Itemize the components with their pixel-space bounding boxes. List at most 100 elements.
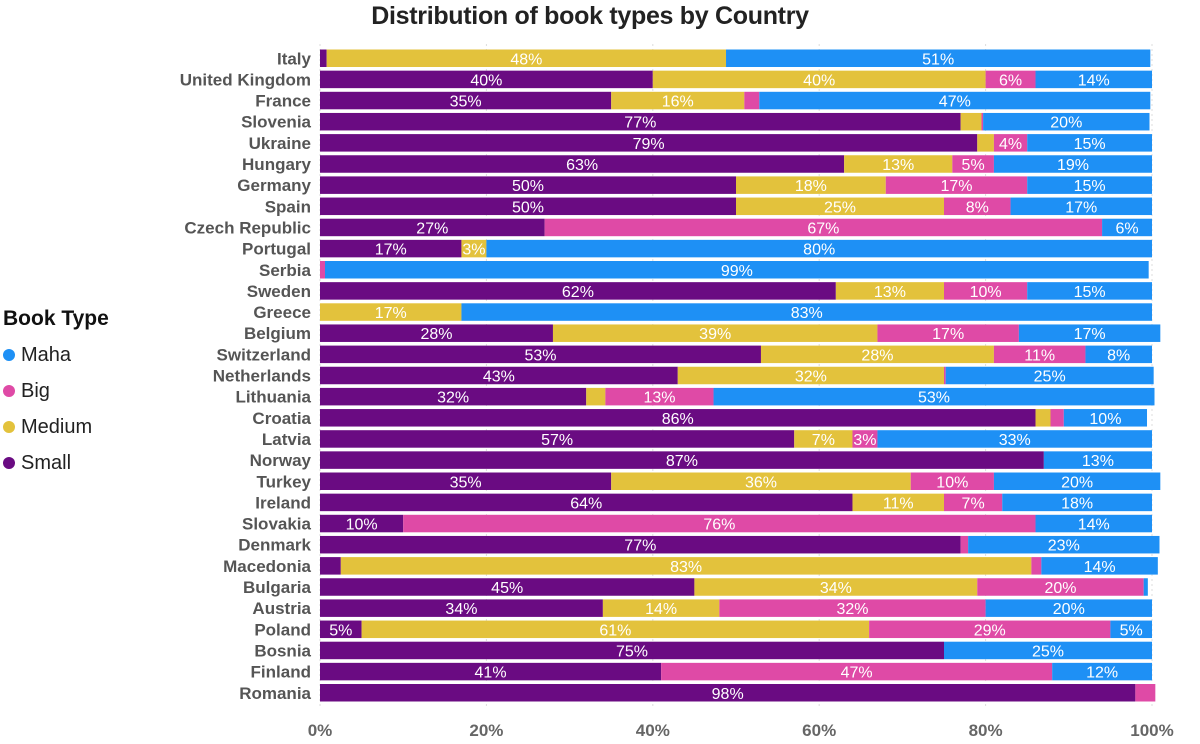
data-label: 50% — [512, 178, 544, 195]
data-label: 10% — [346, 517, 378, 534]
category-label: Bosnia — [254, 641, 311, 660]
data-label: 34% — [820, 580, 852, 597]
data-label: 41% — [475, 665, 507, 682]
category-label: France — [255, 92, 311, 111]
bar-segment-big — [944, 366, 946, 385]
data-label: 7% — [812, 432, 835, 449]
data-label: 43% — [483, 369, 515, 386]
bar-segment-medium — [694, 578, 978, 596]
bar-segment-medium — [852, 493, 944, 512]
data-label: 8% — [966, 199, 989, 216]
data-label: 63% — [566, 157, 598, 174]
data-label: 47% — [841, 665, 873, 682]
data-label: 61% — [599, 622, 631, 639]
bar-segment-big — [544, 218, 1103, 237]
legend-label: Small — [21, 451, 72, 474]
bar-segment-maha — [486, 239, 1152, 258]
bar-segment-small — [320, 641, 944, 660]
bar-segment-medium — [320, 303, 462, 321]
data-label: 5% — [962, 157, 985, 174]
bar-segment-medium — [844, 155, 953, 173]
data-label: 3% — [853, 432, 876, 449]
data-label: 64% — [570, 495, 602, 512]
bar-segment-maha — [1027, 134, 1152, 152]
bar-segment-big — [977, 578, 1144, 596]
category-label: Switzerland — [217, 345, 311, 364]
bar-segment-big — [661, 662, 1053, 681]
data-label: 33% — [999, 432, 1031, 449]
data-label: 40% — [470, 72, 502, 89]
bar-segment-small — [320, 91, 612, 110]
data-label: 51% — [922, 51, 954, 68]
data-label: 10% — [1089, 411, 1121, 428]
data-label: 83% — [791, 305, 823, 322]
data-label: 13% — [874, 284, 906, 301]
bar-segment-small — [320, 49, 327, 67]
bar-row: Ireland 64% 11% 7% 18% — [255, 493, 1152, 512]
data-label: 20% — [1044, 580, 1076, 597]
bar-segment-big — [1031, 557, 1042, 575]
category-label: Hungary — [242, 155, 312, 174]
legend-item-small[interactable]: Small — [3, 445, 109, 481]
bar-segment-big — [852, 430, 878, 448]
data-label: 11% — [1024, 347, 1055, 364]
bar-segment-medium — [652, 70, 986, 89]
bar-segment-medium — [602, 599, 720, 617]
data-label: 6% — [1115, 220, 1138, 237]
category-label: Ireland — [255, 493, 311, 512]
legend-item-medium[interactable]: Medium — [3, 409, 109, 445]
bar-row: Lithuania 32% 13% 53% — [235, 388, 1155, 407]
data-label: 13% — [1082, 453, 1114, 470]
bar-segment-maha — [1010, 197, 1152, 216]
data-label: 17% — [1065, 199, 1097, 216]
data-label: 4% — [999, 136, 1022, 153]
legend-swatch — [3, 349, 15, 361]
bar-row: France 35% 16% 47% — [255, 91, 1151, 111]
bar-row: Ukraine 79% 4% 15% — [249, 134, 1152, 153]
bar-segment-medium — [611, 91, 745, 110]
data-label: 77% — [624, 115, 656, 132]
data-label: 23% — [1048, 538, 1080, 555]
bar-segment-small — [320, 176, 736, 194]
bar-segment-medium — [552, 324, 878, 342]
data-label: 5% — [329, 622, 352, 639]
bar-segment-maha — [1110, 620, 1152, 639]
bar-segment-big — [944, 493, 1003, 512]
data-label: 14% — [1084, 559, 1116, 576]
legend-label: Maha — [21, 343, 72, 366]
bar-segment-maha — [1043, 451, 1152, 469]
category-label: Serbia — [259, 261, 312, 280]
legend-items: Maha Big Medium Small — [3, 337, 109, 481]
bar-segment-small — [320, 218, 545, 237]
bar-row: Romania 98% — [239, 684, 1156, 703]
bar-segment-small — [320, 239, 462, 258]
data-label: 18% — [795, 178, 827, 195]
category-label: Turkey — [257, 472, 312, 491]
bar-row: Macedonia 83% 14% — [223, 557, 1158, 576]
bar-row: Italy 48% 51% — [277, 49, 1151, 68]
data-label: 45% — [491, 580, 523, 597]
legend-item-maha[interactable]: Maha — [3, 337, 109, 373]
category-label: Finland — [251, 663, 311, 682]
x-tick-label: 80% — [969, 721, 1003, 740]
data-label: 83% — [670, 559, 702, 576]
data-label: 25% — [1034, 369, 1066, 386]
bar-segment-big — [993, 345, 1086, 364]
bar-segment-big — [993, 134, 1028, 152]
category-label: Bulgaria — [243, 578, 312, 597]
data-label: 3% — [462, 242, 485, 259]
data-label: 20% — [1061, 474, 1093, 491]
data-label: 40% — [803, 72, 835, 89]
bar-segment-small — [320, 472, 612, 490]
bar-segment-medium — [977, 134, 994, 152]
bar-segment-maha — [1035, 514, 1152, 533]
data-label: 19% — [1057, 157, 1089, 174]
legend-item-big[interactable]: Big — [3, 373, 109, 409]
bar-segment-big — [403, 514, 1036, 533]
legend-title: Book Type — [3, 307, 109, 330]
bar-segment-big — [960, 535, 969, 554]
bar-row: Poland 5% 61% 29% 5% — [254, 620, 1152, 639]
bar-segment-small — [320, 345, 761, 364]
bar-segment-small — [320, 620, 362, 639]
data-label: 16% — [662, 94, 694, 111]
